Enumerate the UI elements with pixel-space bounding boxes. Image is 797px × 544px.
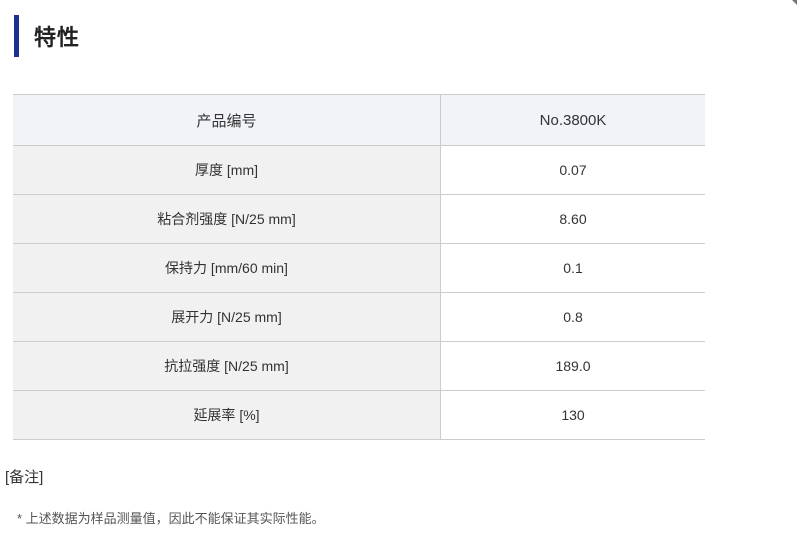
- row-value: 0.8: [440, 292, 705, 342]
- notes-heading: [备注]: [5, 469, 44, 486]
- table-row-thickness: 厚度 [mm] 0.07: [13, 145, 705, 195]
- row-label: 厚度 [mm]: [13, 145, 441, 195]
- section-header: 特性: [14, 15, 80, 57]
- row-label: 保持力 [mm/60 min]: [13, 243, 441, 293]
- row-label: 延展率 [%]: [13, 390, 441, 440]
- row-label: 粘合剂强度 [N/25 mm]: [13, 194, 441, 244]
- row-value: 0.07: [440, 145, 705, 195]
- table-row-tensile-strength: 抗拉强度 [N/25 mm] 189.0: [13, 341, 705, 391]
- row-label: 抗拉强度 [N/25 mm]: [13, 341, 441, 391]
- title-accent-bar: [14, 15, 19, 57]
- header-value-cell: No.3800K: [440, 94, 705, 146]
- cursor-artifact: [792, 0, 797, 5]
- spec-table: 产品编号 No.3800K 厚度 [mm] 0.07 粘合剂强度 [N/25 m…: [13, 94, 705, 440]
- table-row-adhesive-strength: 粘合剂强度 [N/25 mm] 8.60: [13, 194, 705, 244]
- row-value: 0.1: [440, 243, 705, 293]
- row-value: 130: [440, 390, 705, 440]
- row-value: 8.60: [440, 194, 705, 244]
- header-label-cell: 产品编号: [13, 94, 441, 146]
- table-header-row: 产品编号 No.3800K: [13, 94, 705, 146]
- table-row-holding-power: 保持力 [mm/60 min] 0.1: [13, 243, 705, 293]
- table-row-elongation: 延展率 [%] 130: [13, 390, 705, 440]
- notes-footnote: * 上述数据为样品测量值，因此不能保证其实际性能。: [17, 511, 325, 526]
- row-label: 展开力 [N/25 mm]: [13, 292, 441, 342]
- table-row-unwinding-force: 展开力 [N/25 mm] 0.8: [13, 292, 705, 342]
- row-value: 189.0: [440, 341, 705, 391]
- page-title: 特性: [34, 25, 81, 50]
